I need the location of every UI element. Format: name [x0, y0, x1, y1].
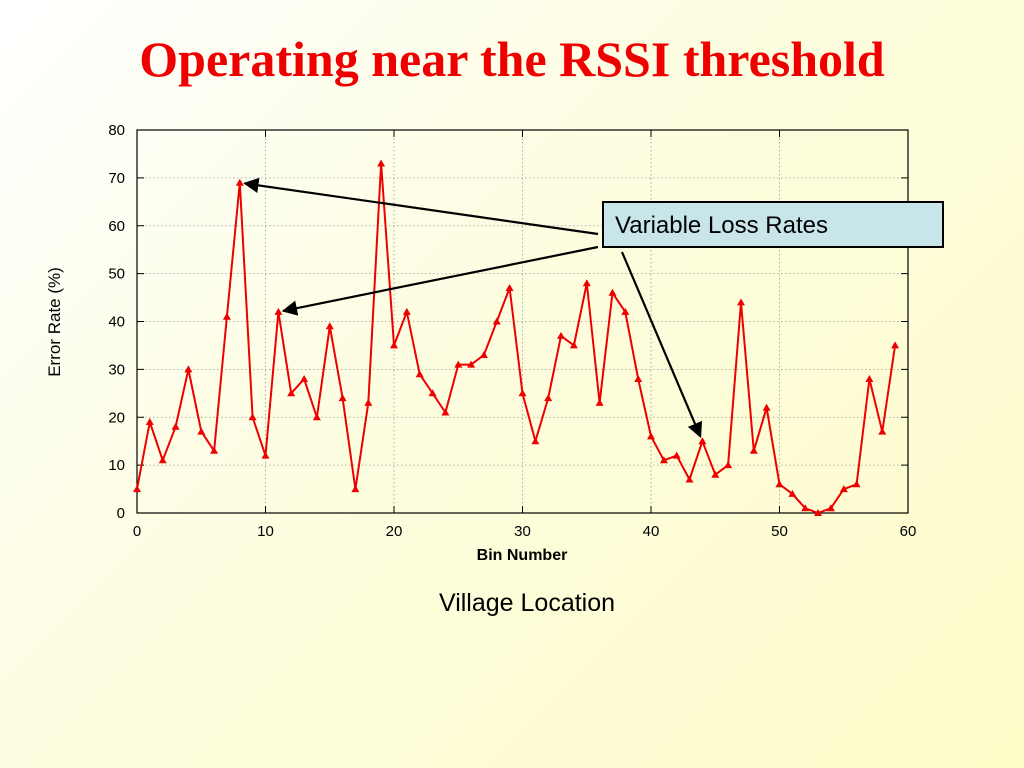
- tick-label-x: 0: [133, 523, 141, 540]
- data-point-marker: [634, 375, 643, 382]
- tick-label-x: 40: [643, 523, 660, 540]
- tick-label-x: 20: [386, 523, 403, 540]
- tick-label-y: 50: [108, 266, 125, 283]
- data-point-marker: [852, 480, 861, 488]
- data-point-marker: [775, 480, 784, 488]
- data-point-marker: [505, 284, 514, 291]
- data-point-marker: [338, 394, 347, 402]
- callout-label: Variable Loss Rates: [615, 212, 828, 239]
- data-point-marker: [428, 389, 437, 397]
- data-point-marker: [479, 351, 488, 358]
- data-point-marker: [158, 456, 167, 464]
- tick-label-x: 60: [900, 523, 917, 540]
- data-point-marker: [197, 427, 206, 435]
- data-point-marker: [518, 389, 527, 397]
- data-point-marker: [390, 341, 398, 349]
- data-point-marker: [415, 370, 424, 378]
- data-point-marker: [762, 403, 771, 411]
- data-point-marker: [608, 288, 617, 296]
- data-point-marker: [531, 437, 540, 445]
- data-point-marker: [557, 331, 565, 339]
- callout-box: Variable Loss Rates: [602, 201, 944, 248]
- data-point-marker: [274, 307, 283, 315]
- tick-label-y: 0: [117, 505, 125, 522]
- data-point-marker: [839, 485, 848, 493]
- data-point-marker: [184, 365, 193, 373]
- tick-label-y: 20: [108, 409, 125, 426]
- data-point-marker: [287, 389, 296, 397]
- tick-label-x: 10: [257, 523, 274, 540]
- tick-label-x: 50: [771, 523, 788, 540]
- data-point-marker: [454, 360, 463, 368]
- data-point-marker: [492, 317, 501, 325]
- tick-label-x: 30: [514, 523, 531, 540]
- data-point-marker: [826, 504, 835, 512]
- data-point-marker: [377, 159, 386, 167]
- data-point-marker: [647, 432, 655, 440]
- callout-arrow: [620, 251, 703, 439]
- data-point-marker: [672, 451, 681, 459]
- data-point-marker: [801, 504, 810, 512]
- tick-label-y: 30: [108, 361, 125, 378]
- data-point-marker: [865, 375, 874, 382]
- data-point-marker: [402, 307, 411, 315]
- data-point-marker: [659, 456, 668, 464]
- series-line: [136, 162, 897, 514]
- series-error-rate: [133, 159, 900, 516]
- data-point-marker: [582, 279, 591, 287]
- data-point-marker: [325, 322, 334, 330]
- data-point-marker: [235, 178, 244, 186]
- tick-label-y: 60: [108, 218, 125, 235]
- tick-label-y: 80: [108, 122, 125, 139]
- data-point-marker: [711, 470, 720, 478]
- data-point-marker: [724, 461, 733, 469]
- data-point-marker: [312, 413, 321, 421]
- axis-ticks: 0 10 20 30 40 50 60 70 80 0 10 20 30 40 50 60: [108, 122, 916, 540]
- data-point-marker: [351, 485, 360, 493]
- chart-caption: Village Location: [438, 589, 616, 617]
- data-point-marker: [814, 509, 822, 516]
- data-point-marker: [441, 408, 450, 416]
- y-axis-label: Error Rate (%): [45, 267, 64, 377]
- callout-arrow: [243, 177, 599, 236]
- data-point-marker: [878, 427, 887, 435]
- data-point-marker: [248, 413, 257, 421]
- tick-label-y: 70: [108, 170, 125, 187]
- slide-title: Operating near the RSSI threshold: [139, 31, 885, 87]
- data-point-marker: [364, 398, 373, 406]
- data-point-marker: [467, 360, 476, 368]
- x-axis-label: Bin Number: [477, 547, 568, 564]
- data-point-marker: [300, 375, 309, 382]
- tick-label-y: 40: [108, 314, 125, 331]
- data-point-marker: [595, 398, 604, 406]
- data-point-marker: [261, 451, 270, 459]
- data-point-marker: [685, 475, 694, 483]
- tick-label-y: 10: [108, 457, 125, 474]
- callout-arrows: [243, 177, 703, 439]
- data-point-marker: [891, 341, 900, 349]
- data-point-marker: [145, 418, 154, 425]
- data-point-marker: [621, 307, 630, 315]
- data-point-marker: [698, 437, 707, 445]
- data-point-marker: [569, 341, 578, 349]
- data-point-marker: [210, 446, 219, 454]
- data-point-marker: [788, 489, 797, 497]
- callout-arrow: [281, 245, 599, 316]
- data-point-marker: [544, 394, 553, 402]
- data-point-marker: [133, 485, 141, 493]
- grid-lines: [137, 130, 908, 513]
- data-point-marker: [222, 312, 231, 320]
- data-point-marker: [171, 422, 180, 430]
- data-point-marker: [737, 298, 745, 306]
- data-point-marker: [749, 446, 758, 454]
